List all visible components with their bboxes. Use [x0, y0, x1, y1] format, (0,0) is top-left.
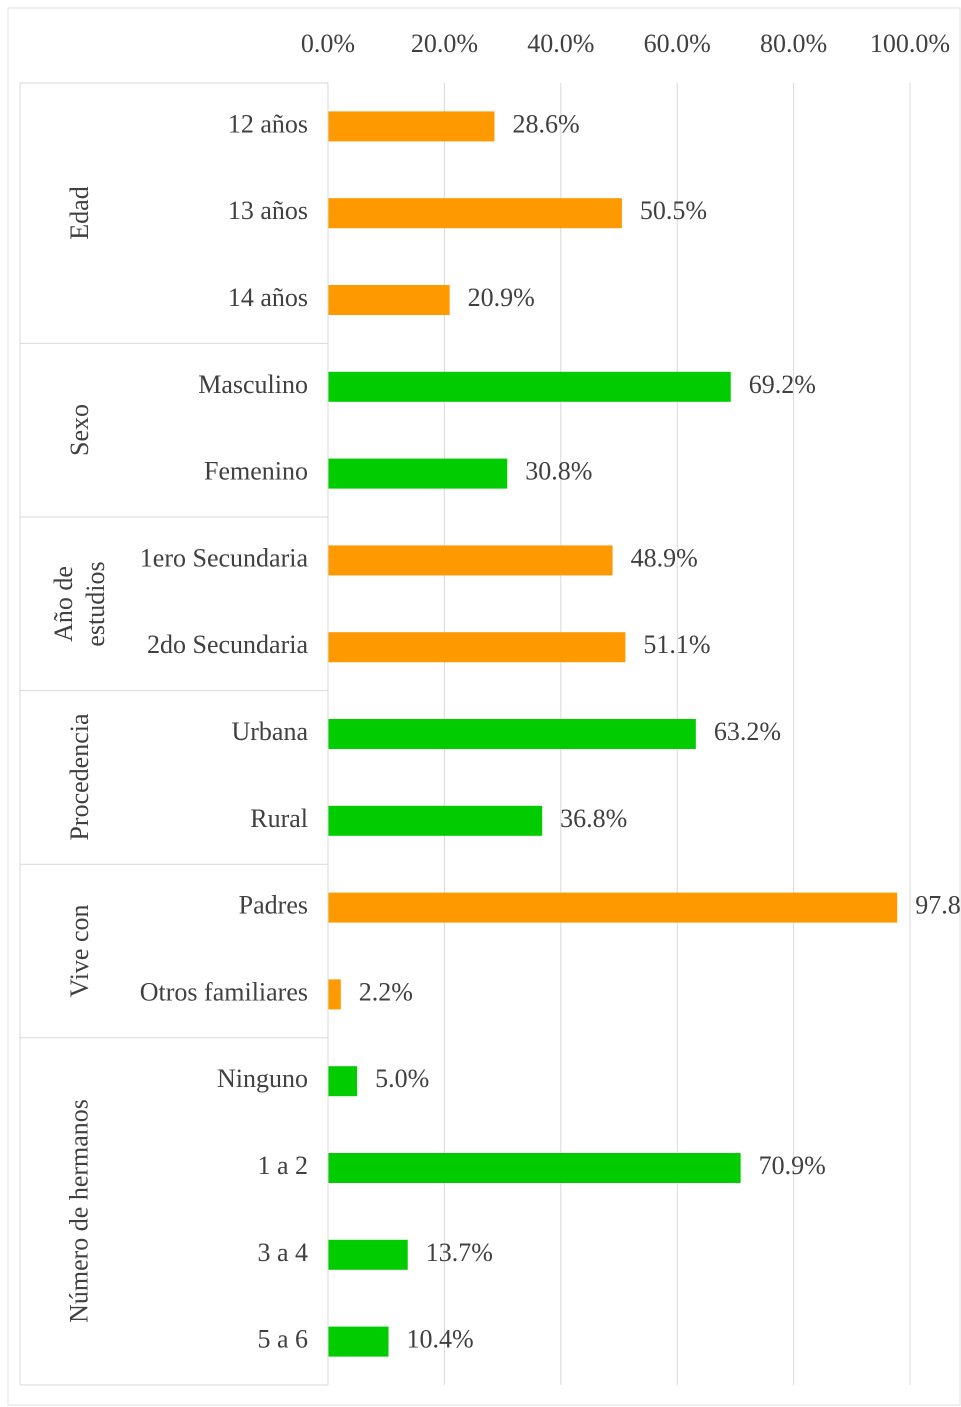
y-tick-label: Rural — [250, 804, 308, 833]
bar — [328, 545, 613, 576]
data-label: 97.8% — [915, 891, 961, 920]
bar — [328, 198, 622, 229]
x-tick-label: 0.0% — [301, 29, 355, 58]
data-label: 69.2% — [749, 370, 816, 399]
bar — [328, 805, 543, 836]
bar — [328, 1153, 741, 1183]
x-tick-label: 20.0% — [411, 29, 478, 58]
bar — [328, 111, 495, 142]
y-tick-label: 13 años — [228, 196, 308, 225]
y-tick-label: Urbana — [231, 717, 308, 746]
y-tick-label: Masculino — [198, 370, 308, 399]
data-label: 48.9% — [631, 543, 698, 572]
y-tick-label: 5 a 6 — [257, 1325, 308, 1354]
bar — [328, 979, 341, 1010]
bar — [328, 1239, 408, 1270]
data-label: 13.7% — [426, 1238, 493, 1267]
group-label: Procedencia — [64, 713, 94, 841]
group-label: Sexo — [64, 404, 94, 457]
group-label: Número de hermanos — [65, 1099, 94, 1324]
data-label: 51.1% — [643, 630, 710, 659]
x-tick-label: 100.0% — [870, 29, 950, 58]
y-tick-label: 1 a 2 — [257, 1151, 308, 1180]
bar — [328, 285, 450, 315]
y-tick-label: Padres — [239, 891, 308, 920]
bar — [328, 1066, 358, 1097]
data-label: 10.4% — [407, 1325, 474, 1354]
y-tick-label: Femenino — [204, 457, 308, 486]
data-label: 63.2% — [714, 717, 781, 746]
data-label: 70.9% — [759, 1151, 826, 1180]
bar — [328, 458, 508, 489]
x-tick-label: 80.0% — [760, 29, 827, 58]
y-tick-label: Otros familiares — [140, 977, 308, 1006]
y-tick-label: 1ero Secundaria — [140, 543, 309, 572]
y-tick-label: 2do Secundaria — [147, 630, 308, 659]
data-label: 28.6% — [512, 109, 579, 138]
data-label: 2.2% — [359, 977, 413, 1006]
y-tick-label: 14 años — [228, 283, 308, 312]
data-label: 5.0% — [375, 1064, 429, 1093]
y-tick-label: 3 a 4 — [257, 1238, 308, 1267]
data-label: 30.8% — [525, 457, 592, 486]
x-tick-label: 60.0% — [644, 29, 711, 58]
data-label: 20.9% — [468, 283, 535, 312]
y-tick-label: Ninguno — [217, 1064, 308, 1093]
group-label: Año de estudios — [48, 561, 110, 647]
x-tick-label: 40.0% — [527, 29, 594, 58]
data-label: 36.8% — [560, 804, 627, 833]
bar — [328, 892, 898, 923]
bar — [328, 371, 731, 402]
y-tick-label: 12 años — [228, 109, 308, 138]
bar — [328, 719, 696, 749]
bar — [328, 1326, 389, 1357]
data-label: 50.5% — [640, 196, 707, 225]
frame — [7, 7, 961, 1406]
bar — [328, 632, 626, 663]
group-label: Vive con — [64, 904, 94, 998]
group-label: Edad — [65, 186, 95, 240]
